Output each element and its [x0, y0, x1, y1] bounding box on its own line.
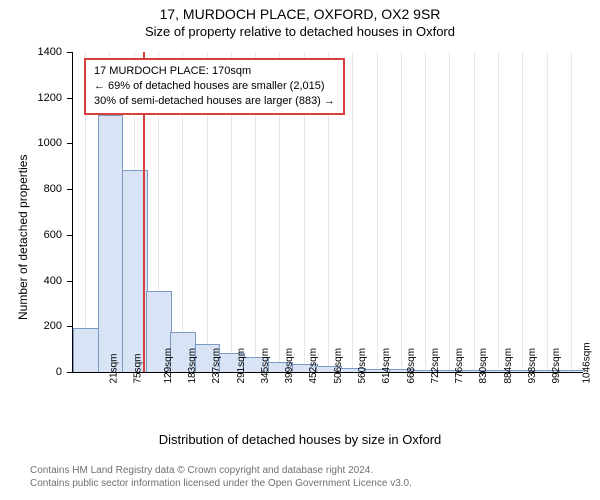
- footer-line: Contains public sector information licen…: [30, 478, 412, 491]
- y-tick-mark: [67, 281, 72, 282]
- chart-container: 17, MURDOCH PLACE, OXFORD, OX2 9SR Size …: [0, 0, 600, 500]
- histogram-bar: [98, 115, 124, 372]
- x-tick-label: 506sqm: [333, 348, 344, 384]
- y-tick-label: 600: [0, 229, 62, 241]
- x-tick-label: 129sqm: [163, 348, 174, 384]
- y-tick-label: 0: [0, 366, 62, 378]
- info-box-line: 17 MURDOCH PLACE: 170sqm: [94, 64, 335, 79]
- x-tick-label: 399sqm: [284, 348, 295, 384]
- x-tick-label: 776sqm: [454, 348, 465, 384]
- x-tick-label: 884sqm: [503, 348, 514, 384]
- x-tick-label: 345sqm: [260, 348, 271, 384]
- x-tick-label: 1046sqm: [581, 342, 592, 383]
- y-tick-mark: [67, 235, 72, 236]
- y-tick-label: 800: [0, 183, 62, 195]
- x-axis-label: Distribution of detached houses by size …: [0, 432, 600, 447]
- x-tick-label: 992sqm: [551, 348, 562, 384]
- grid-line: [474, 52, 475, 372]
- grid-line: [547, 52, 548, 372]
- y-tick-label: 200: [0, 320, 62, 332]
- y-tick-mark: [67, 372, 72, 373]
- grid-line: [425, 52, 426, 372]
- y-tick-label: 400: [0, 275, 62, 287]
- property-info-box: 17 MURDOCH PLACE: 170sqm← 69% of detache…: [84, 58, 345, 115]
- y-tick-mark: [67, 143, 72, 144]
- y-tick-label: 1000: [0, 137, 62, 149]
- footer-line: Contains HM Land Registry data © Crown c…: [30, 465, 412, 478]
- x-tick-label: 668sqm: [406, 348, 417, 384]
- chart-title: 17, MURDOCH PLACE, OXFORD, OX2 9SR: [0, 6, 600, 22]
- footer-attribution: Contains HM Land Registry data © Crown c…: [30, 465, 412, 490]
- grid-line: [498, 52, 499, 372]
- y-tick-mark: [67, 326, 72, 327]
- grid-line: [352, 52, 353, 372]
- x-tick-label: 237sqm: [211, 348, 222, 384]
- chart-subtitle: Size of property relative to detached ho…: [0, 24, 600, 39]
- x-tick-label: 291sqm: [236, 348, 247, 384]
- grid-line: [401, 52, 402, 372]
- grid-line: [522, 52, 523, 372]
- info-box-line: ← 69% of detached houses are smaller (2,…: [94, 79, 335, 94]
- x-tick-label: 75sqm: [133, 353, 144, 383]
- y-tick-mark: [67, 52, 72, 53]
- y-tick-mark: [67, 189, 72, 190]
- x-tick-label: 183sqm: [187, 348, 198, 384]
- x-tick-label: 452sqm: [309, 348, 320, 384]
- y-tick-label: 1400: [0, 46, 62, 58]
- histogram-bar: [73, 328, 99, 372]
- x-tick-label: 21sqm: [109, 353, 120, 383]
- x-tick-label: 614sqm: [381, 348, 392, 384]
- info-box-line: 30% of semi-detached houses are larger (…: [94, 94, 335, 109]
- x-tick-label: 722sqm: [430, 348, 441, 384]
- x-tick-label: 830sqm: [479, 348, 490, 384]
- y-tick-label: 1200: [0, 92, 62, 104]
- grid-line: [571, 52, 572, 372]
- x-tick-label: 560sqm: [357, 348, 368, 384]
- x-tick-label: 938sqm: [527, 348, 538, 384]
- grid-line: [449, 52, 450, 372]
- y-tick-mark: [67, 98, 72, 99]
- grid-line: [377, 52, 378, 372]
